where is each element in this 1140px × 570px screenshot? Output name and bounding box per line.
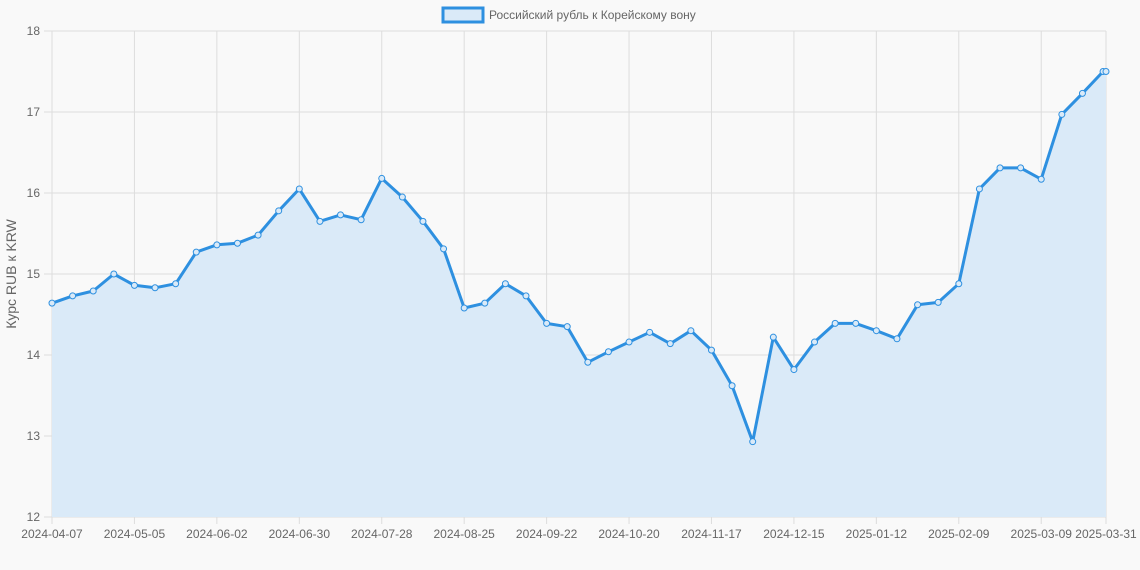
data-point[interactable]	[790, 366, 798, 374]
data-point[interactable]	[749, 438, 757, 446]
data-point[interactable]	[460, 304, 468, 312]
data-point[interactable]	[852, 319, 860, 327]
data-point[interactable]	[1102, 68, 1110, 75]
x-tick-label: 2024-10-20	[598, 527, 660, 541]
data-point[interactable]	[110, 270, 118, 278]
y-tick-labels: 12 13 14 15 16 17 18	[27, 24, 41, 524]
y-axis-title: Курс RUB к KRW	[3, 218, 19, 328]
data-point[interactable]	[48, 299, 56, 307]
data-point[interactable]	[378, 174, 386, 182]
data-point[interactable]	[646, 328, 654, 336]
x-tick-label: 2024-04-07	[21, 527, 83, 541]
x-tick-label: 2024-09-22	[516, 527, 578, 541]
data-point[interactable]	[811, 338, 819, 346]
legend[interactable]: Российский рубль к Корейскому вону	[441, 6, 696, 24]
data-point[interactable]	[872, 327, 880, 335]
data-point[interactable]	[213, 241, 221, 249]
x-tick-label: 2025-03-09	[1011, 527, 1073, 541]
data-point[interactable]	[316, 217, 324, 225]
data-point[interactable]	[419, 217, 427, 225]
data-point[interactable]	[440, 245, 448, 253]
x-tick-label: 2024-08-25	[433, 527, 495, 541]
data-point[interactable]	[357, 216, 365, 224]
y-tick-label: 13	[27, 429, 41, 443]
data-point[interactable]	[192, 248, 200, 256]
data-point[interactable]	[1037, 175, 1045, 183]
data-point[interactable]	[996, 164, 1004, 172]
data-point[interactable]	[69, 292, 77, 300]
data-point[interactable]	[666, 340, 674, 348]
x-tick-label: 2024-06-02	[186, 527, 248, 541]
data-point[interactable]	[522, 292, 530, 300]
data-point[interactable]	[914, 301, 922, 309]
data-point[interactable]	[1078, 89, 1086, 97]
y-tick-label: 18	[27, 24, 41, 38]
x-tick-label: 2025-02-09	[928, 527, 990, 541]
data-point[interactable]	[604, 348, 612, 356]
x-tick-labels: 2024-04-07 2024-05-05 2024-06-02 2024-06-30…	[21, 527, 1137, 541]
data-point[interactable]	[563, 323, 571, 331]
data-point[interactable]	[934, 298, 942, 306]
data-point[interactable]	[151, 284, 159, 292]
data-point[interactable]	[337, 211, 345, 219]
y-tick-label: 14	[27, 348, 41, 362]
x-tick-label: 2024-07-28	[351, 527, 413, 541]
x-tick-label: 2024-06-30	[269, 527, 331, 541]
data-point[interactable]	[275, 207, 283, 215]
data-point[interactable]	[543, 319, 551, 327]
series-area-fill	[52, 71, 1106, 517]
data-point[interactable]	[728, 382, 736, 390]
x-tick-label: 2025-01-12	[846, 527, 908, 541]
data-point[interactable]	[398, 193, 406, 201]
data-point[interactable]	[707, 346, 715, 354]
data-point[interactable]	[501, 280, 509, 288]
data-point[interactable]	[893, 335, 901, 343]
data-point[interactable]	[1058, 110, 1066, 118]
data-point[interactable]	[89, 287, 97, 295]
data-point[interactable]	[1017, 164, 1025, 172]
data-point[interactable]	[584, 358, 592, 366]
x-tick-label: 2025-03-31	[1075, 527, 1137, 541]
x-tick-label: 2024-11-17	[681, 527, 742, 541]
data-point[interactable]	[769, 333, 777, 341]
series-points	[48, 68, 1110, 446]
y-tick-label: 12	[27, 510, 41, 524]
data-point[interactable]	[233, 239, 241, 247]
x-tick-label: 2024-12-15	[763, 527, 825, 541]
data-point[interactable]	[254, 231, 262, 239]
y-tick-label: 15	[27, 267, 41, 281]
y-tick-label: 17	[27, 105, 41, 119]
data-point[interactable]	[975, 185, 983, 193]
y-tick-label: 16	[27, 186, 41, 200]
legend-swatch	[441, 6, 485, 24]
legend-label: Российский рубль к Корейскому вону	[489, 8, 696, 22]
data-point[interactable]	[687, 327, 695, 335]
data-point[interactable]	[955, 280, 963, 288]
data-point[interactable]	[295, 185, 303, 193]
data-point[interactable]	[831, 319, 839, 327]
data-point[interactable]	[130, 281, 138, 289]
x-tick-label: 2024-05-05	[104, 527, 166, 541]
data-point[interactable]	[625, 338, 633, 346]
data-point[interactable]	[172, 280, 180, 288]
data-point[interactable]	[481, 299, 489, 307]
